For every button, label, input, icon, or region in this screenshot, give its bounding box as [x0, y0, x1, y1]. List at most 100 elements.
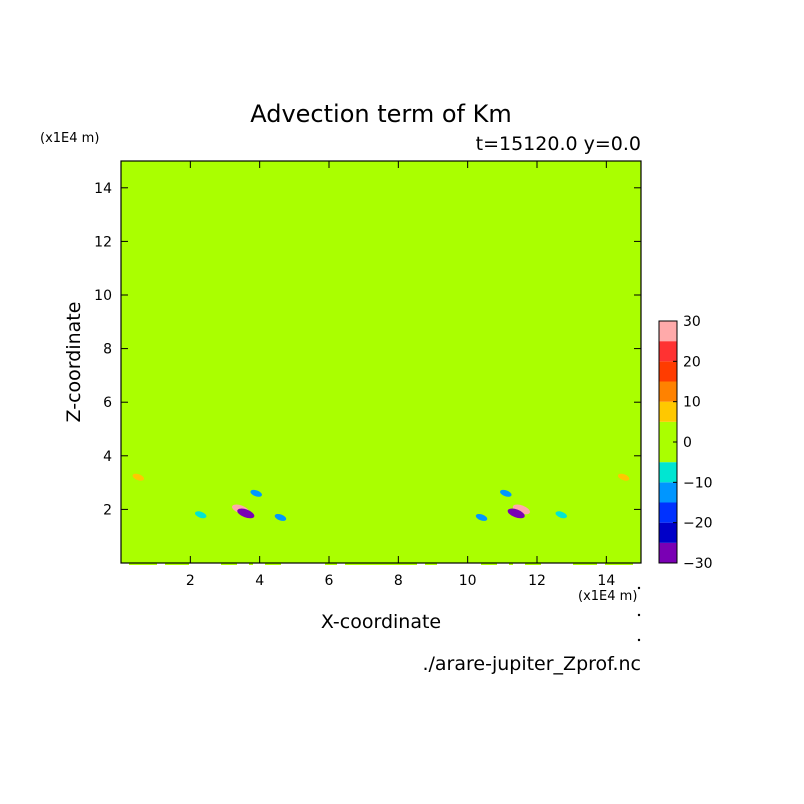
- field-cell: [121, 265, 157, 269]
- field-cell: [485, 413, 497, 417]
- field-cell: [165, 441, 173, 445]
- field-cell: [301, 321, 333, 325]
- field-cell: [385, 389, 401, 393]
- field-cell: [261, 349, 301, 353]
- field-cell: [621, 481, 637, 485]
- field-cell: [225, 521, 265, 525]
- field-cell: [229, 337, 233, 341]
- field-cell: [573, 553, 597, 557]
- field-cell: [213, 545, 217, 549]
- field-cell: [349, 557, 413, 561]
- field-cell: [249, 457, 273, 461]
- field-cell: [557, 493, 589, 497]
- field-cell: [513, 269, 537, 273]
- field-cell: [205, 477, 237, 481]
- x-tick-label: 6: [325, 573, 334, 589]
- field-cell: [125, 233, 133, 237]
- field-cell: [577, 557, 597, 561]
- field-cell: [477, 249, 517, 253]
- field-cell: [493, 445, 501, 449]
- field-cell: [249, 313, 257, 317]
- field-cell: [245, 445, 257, 449]
- field-cell: [129, 257, 173, 261]
- field-cell: [257, 397, 289, 401]
- field-cell: [301, 241, 313, 245]
- field-cell: [321, 369, 361, 373]
- field-cell: [561, 345, 625, 349]
- field-cell: [609, 557, 625, 561]
- field-cell: [489, 457, 513, 461]
- field-cell: [421, 273, 441, 277]
- field-cell: [253, 401, 289, 405]
- field-cell: [441, 237, 505, 241]
- field-cell: [237, 505, 253, 509]
- field-cell: [549, 273, 569, 277]
- field-cell: [341, 461, 369, 465]
- field-cell: [249, 529, 257, 533]
- field-cell: [585, 533, 597, 537]
- field-cell: [129, 421, 153, 425]
- field-cell: [389, 549, 405, 553]
- field-cell: [141, 457, 181, 461]
- field-cell: [509, 221, 513, 225]
- field-cell: [293, 377, 329, 381]
- field-cell: [285, 425, 293, 429]
- field-cell: [473, 329, 481, 333]
- feature-blob: [237, 508, 255, 519]
- field-cell: [121, 529, 129, 533]
- field-cell: [549, 449, 609, 453]
- field-cell: [121, 305, 129, 309]
- field-cell: [469, 501, 493, 505]
- field-cell: [441, 545, 505, 549]
- field-cell: [477, 553, 509, 557]
- field-cell: [213, 313, 233, 317]
- field-cell: [141, 309, 177, 313]
- field-cell: [393, 457, 425, 461]
- field-cell: [221, 257, 249, 261]
- field-cell: [253, 557, 285, 561]
- field-cell: [577, 453, 613, 457]
- field-cell: [589, 461, 641, 465]
- field-cell: [477, 557, 509, 561]
- field-cell: [289, 453, 293, 457]
- field-cell: [469, 269, 481, 273]
- x-tick-label: 14: [597, 573, 615, 589]
- field-cell: [289, 509, 297, 513]
- x-ticks: 2 4 6 8 10 12 14: [186, 161, 615, 589]
- field-cell: [613, 417, 633, 421]
- field-cell: [137, 357, 165, 361]
- field-cell: [633, 365, 641, 369]
- field-cell: [493, 309, 517, 313]
- field-cell: [417, 425, 453, 429]
- field-cell: [189, 429, 213, 433]
- colorbar-swatch: [659, 522, 677, 543]
- field-cell: [405, 513, 433, 517]
- field-cell: [329, 513, 357, 517]
- field-cell: [545, 545, 549, 549]
- field-cell: [425, 277, 437, 281]
- field-cell: [461, 349, 501, 353]
- field-cell: [521, 325, 553, 329]
- field-cell: [225, 553, 233, 557]
- field-cell: [125, 409, 153, 413]
- field-cell: [241, 349, 257, 353]
- field-cell: [453, 221, 457, 225]
- field-cell: [633, 241, 641, 245]
- field-cell: [349, 377, 353, 381]
- field-cell: [301, 481, 337, 485]
- field-cell: [573, 549, 601, 553]
- field-cell: [173, 493, 205, 497]
- field-cell: [177, 489, 201, 493]
- field-cell: [369, 349, 393, 353]
- field-cell: [573, 397, 613, 401]
- field-cell: [461, 297, 517, 301]
- field-cell: [345, 225, 353, 229]
- field-cell: [341, 353, 349, 357]
- field-cell: [605, 429, 617, 433]
- field-cell: [209, 221, 229, 225]
- field-cell: [269, 497, 293, 501]
- feature-blob: [617, 473, 630, 481]
- field-cell: [357, 241, 373, 245]
- field-cell: [237, 501, 253, 505]
- field-cell: [345, 537, 357, 541]
